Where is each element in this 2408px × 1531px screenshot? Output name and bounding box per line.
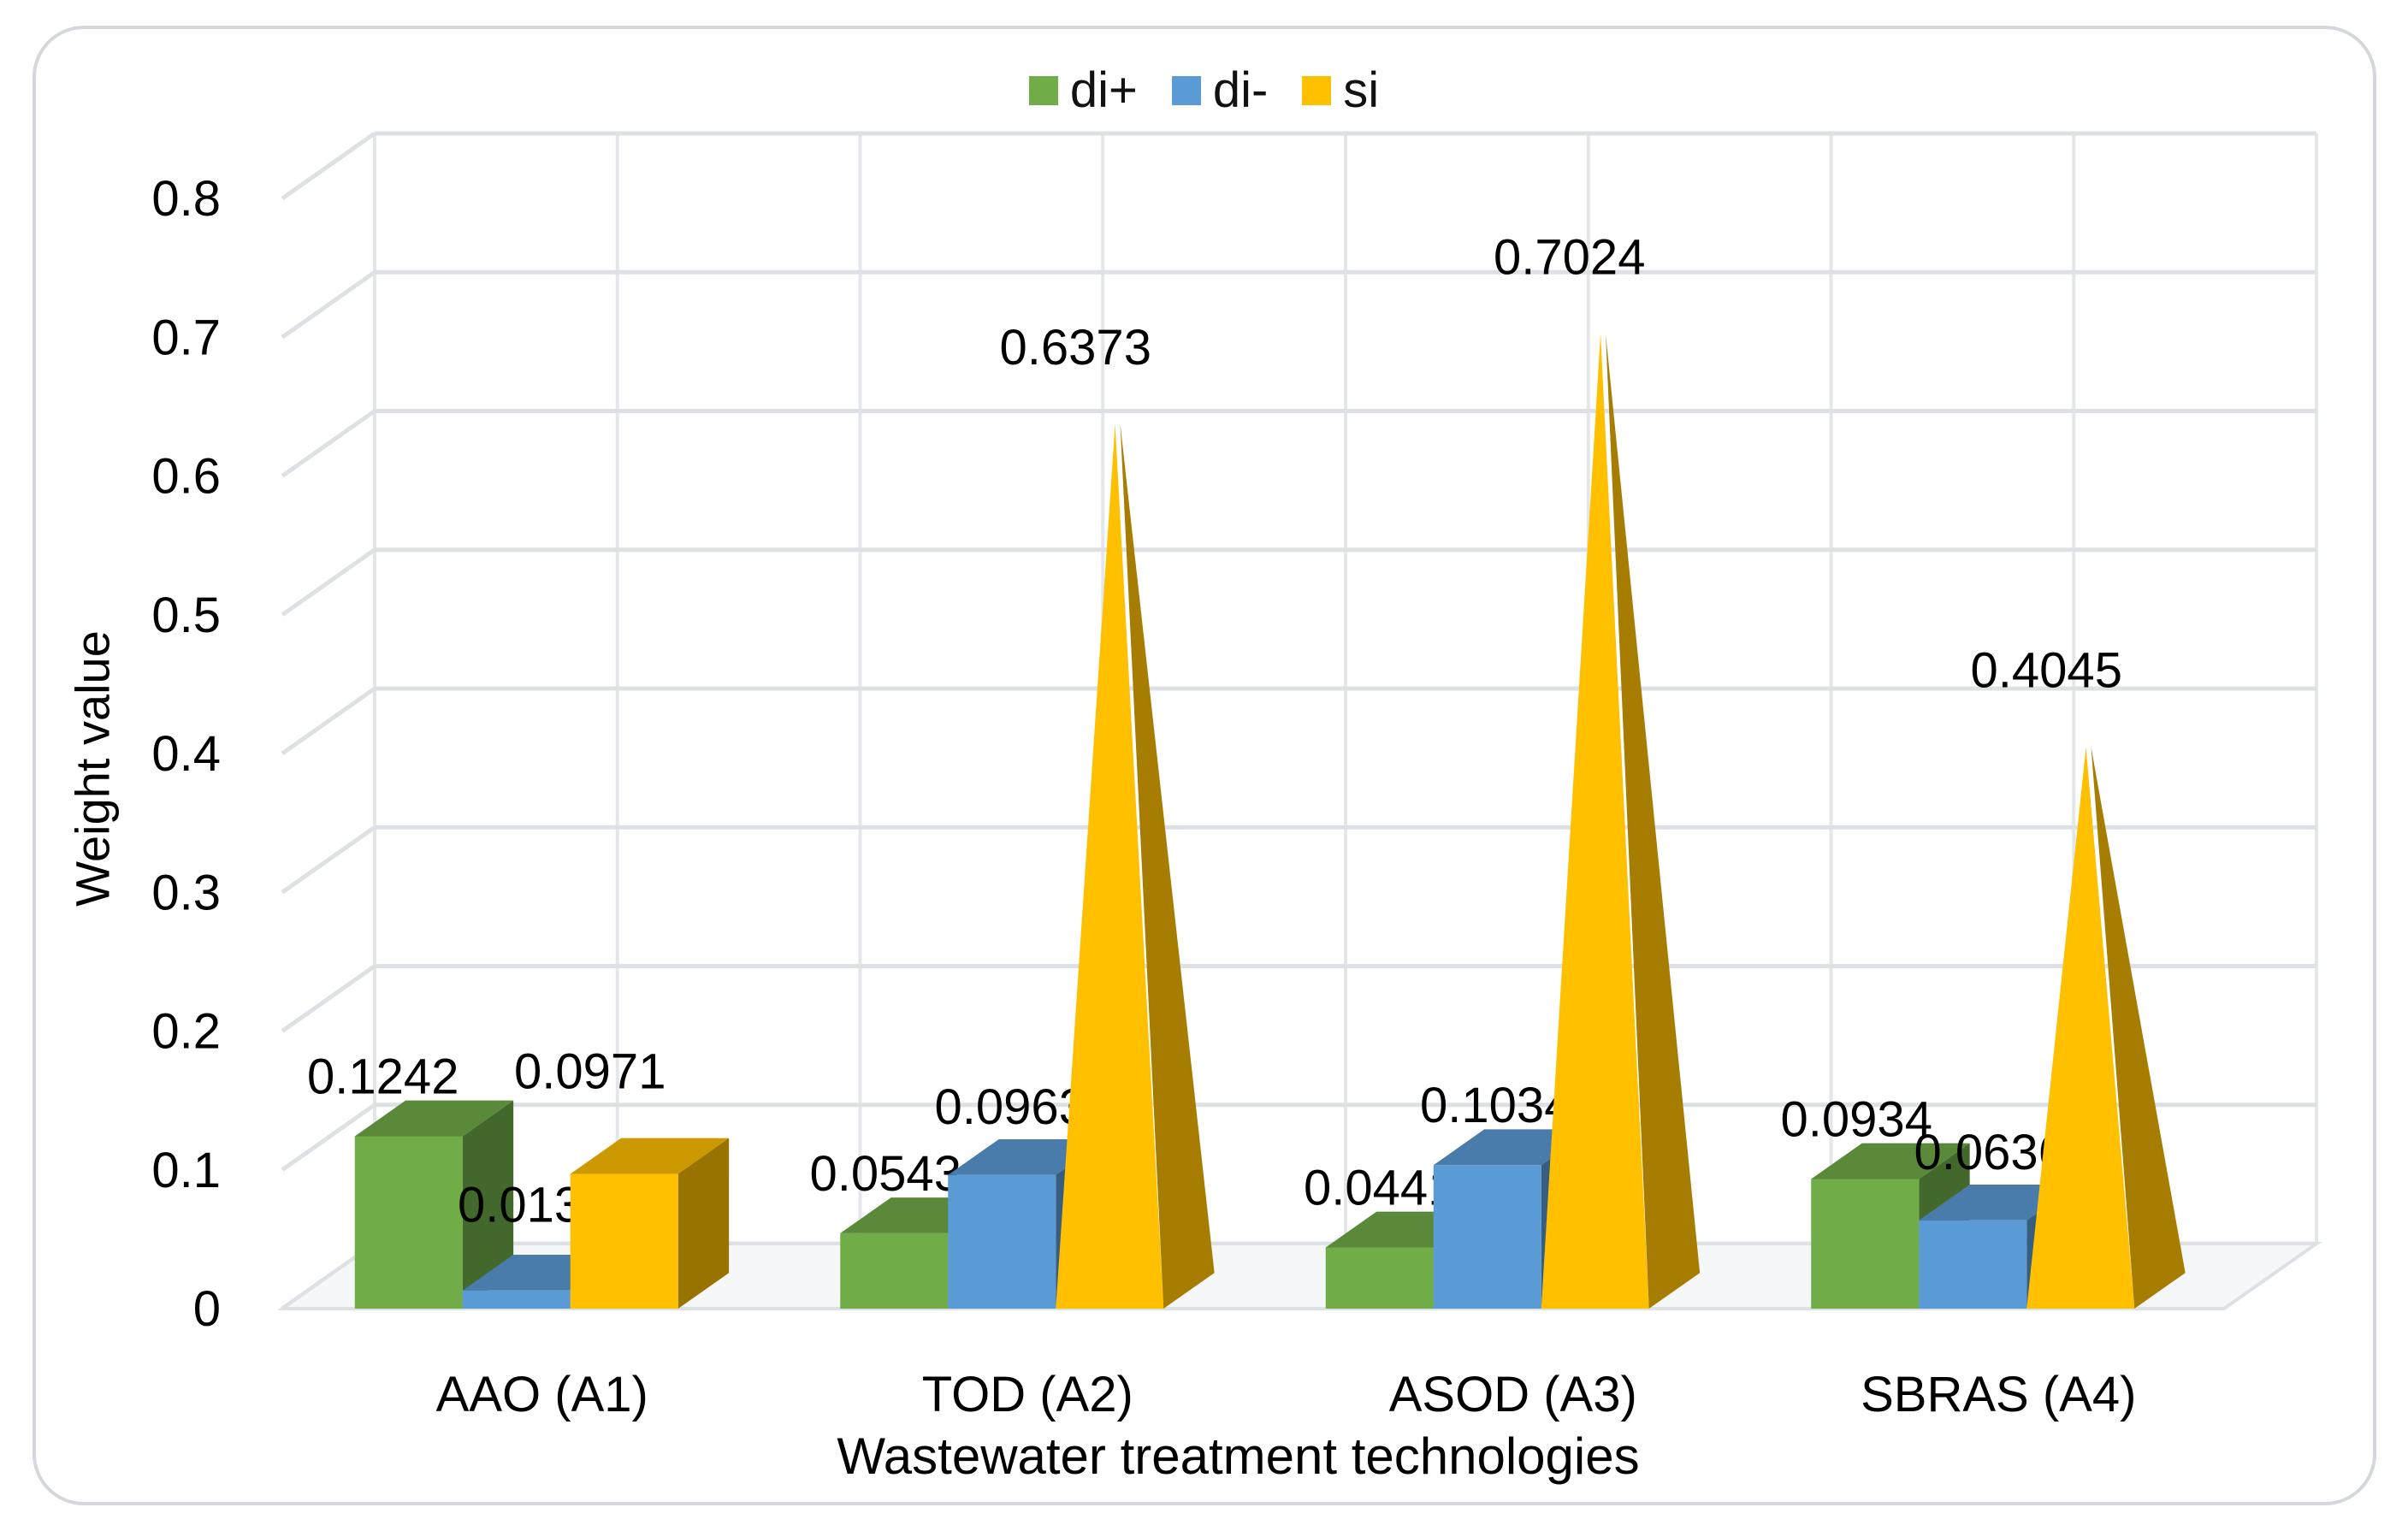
bar-di-minusplus bbox=[840, 1232, 949, 1309]
bar-side bbox=[1120, 423, 1215, 1309]
legend-swatch-di-plus bbox=[1028, 75, 1058, 105]
y-tick-label: 0.1 bbox=[151, 1143, 221, 1198]
bar-si bbox=[570, 1173, 678, 1309]
grid-wall-line bbox=[281, 547, 376, 617]
x-tick-label: ASOD (A3) bbox=[1389, 1367, 1637, 1422]
y-tick-label: 0.3 bbox=[151, 865, 221, 920]
y-tick-label: 0.5 bbox=[151, 588, 221, 643]
y-tick-label: 0.2 bbox=[151, 1004, 221, 1060]
data-label: 0.7024 bbox=[1494, 229, 1645, 285]
bar-di-minusplus bbox=[354, 1136, 463, 1309]
data-label: 0.4045 bbox=[1971, 643, 2122, 699]
bar-di-minus bbox=[948, 1174, 1056, 1309]
bar-di-minus bbox=[1919, 1220, 2027, 1309]
bar-top bbox=[354, 1100, 514, 1137]
bar-si bbox=[2026, 747, 2135, 1309]
x-tick-label: AAO (A1) bbox=[436, 1367, 648, 1422]
legend-label-di-plus: di+ bbox=[1069, 62, 1138, 118]
y-tick-label: 0.4 bbox=[151, 726, 221, 782]
legend-item-di-minus: di- bbox=[1171, 62, 1269, 119]
legend: di+ di- si bbox=[0, 62, 2408, 119]
y-tick-label: 0 bbox=[193, 1281, 221, 1337]
bar-side bbox=[677, 1138, 730, 1309]
grid-wall-line bbox=[281, 825, 376, 895]
grid-wall-line bbox=[281, 131, 376, 201]
data-label: 0.6373 bbox=[1000, 320, 1151, 375]
legend-swatch-di-minus bbox=[1171, 75, 1201, 105]
data-label: 0.1242 bbox=[307, 1049, 459, 1104]
y-axis-title: Weight value bbox=[65, 630, 120, 907]
bar-si bbox=[1541, 334, 1649, 1309]
bar-di-minus bbox=[462, 1290, 571, 1309]
x-axis-title: Wastewater treatment technologies bbox=[837, 1428, 1640, 1485]
bar-side bbox=[462, 1100, 514, 1309]
bar-top bbox=[570, 1138, 730, 1174]
bar-side bbox=[2091, 747, 2186, 1309]
y-tick-label: 0.7 bbox=[151, 310, 221, 365]
y-tick-label: 0.8 bbox=[151, 171, 221, 227]
bar-di-minusplus bbox=[1811, 1179, 1920, 1309]
data-label: 0.0934 bbox=[1781, 1091, 1932, 1147]
data-label: 0.0441 bbox=[1304, 1160, 1455, 1215]
x-tick-label: SBRAS (A4) bbox=[1861, 1367, 2136, 1422]
data-label: 0.0543 bbox=[810, 1146, 961, 1202]
data-label: 0.1034 bbox=[1420, 1078, 1571, 1133]
grid-wall-line bbox=[281, 964, 376, 1033]
data-label: 0.0971 bbox=[514, 1043, 666, 1099]
legend-item-di-plus: di+ bbox=[1028, 62, 1138, 119]
grid-wall-line bbox=[281, 409, 376, 478]
legend-label-di-minus: di- bbox=[1212, 62, 1269, 118]
bar-side bbox=[1606, 334, 1701, 1309]
data-label: 0.0636 bbox=[1914, 1125, 2066, 1180]
legend-swatch-si bbox=[1302, 75, 1332, 105]
grid-wall-line bbox=[281, 686, 376, 756]
data-label: 0.0963 bbox=[935, 1079, 1086, 1135]
x-tick-label: TOD (A2) bbox=[922, 1367, 1133, 1422]
grid-wall-line bbox=[281, 1102, 376, 1172]
bar-di-minus bbox=[1433, 1165, 1541, 1309]
legend-label-si: si bbox=[1343, 62, 1380, 118]
bar-di-minusplus bbox=[1325, 1247, 1434, 1309]
bar-top bbox=[1811, 1143, 1970, 1179]
legend-item-si: si bbox=[1302, 62, 1379, 119]
bar-si bbox=[1056, 423, 1164, 1309]
y-tick-label: 0.6 bbox=[151, 449, 221, 505]
grid-wall-line bbox=[281, 270, 376, 340]
